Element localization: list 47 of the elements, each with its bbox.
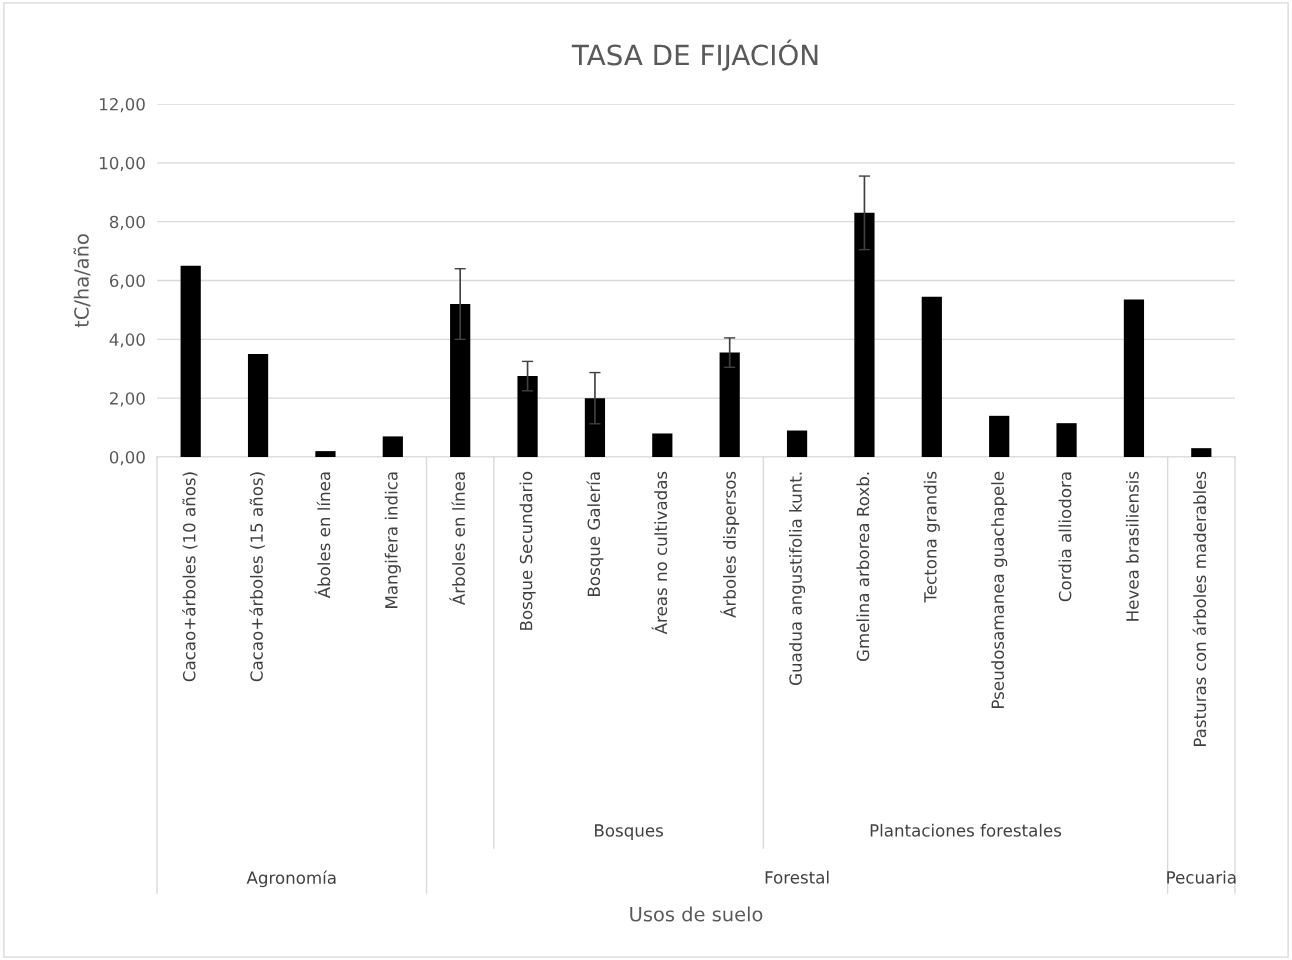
bar bbox=[1056, 423, 1077, 457]
text: Forestal bbox=[765, 870, 829, 884]
chart-title: TASA DE FIJACIÓN bbox=[571, 39, 818, 71]
text: Bosques bbox=[595, 824, 664, 840]
bar bbox=[315, 451, 336, 457]
x-tick-label: Cacao+árboles (10 años) bbox=[181, 472, 198, 682]
x-tick-label: Cacao+árboles (15 años) bbox=[249, 472, 265, 682]
text: Agronomía bbox=[246, 870, 336, 888]
x-tick-label: Tectona grandis bbox=[923, 471, 940, 603]
x-tick-label: Árboles en línea bbox=[449, 472, 466, 606]
y-tick-label: 8,00 bbox=[109, 215, 145, 230]
bar bbox=[180, 265, 201, 457]
bar bbox=[450, 304, 471, 457]
x-tick-label: Bosque Galería bbox=[586, 472, 604, 596]
y-tick-label: 4,00 bbox=[109, 333, 145, 348]
bar bbox=[719, 352, 740, 457]
bar bbox=[1123, 299, 1145, 457]
x-tick-label: Mangifera indica bbox=[384, 472, 401, 608]
bar bbox=[921, 296, 942, 457]
x-tick-label: Gmelina arborea Roxb. bbox=[856, 472, 870, 662]
bar bbox=[786, 430, 808, 457]
y-axis-title: tC/ha/año bbox=[73, 234, 91, 328]
bar bbox=[517, 376, 538, 457]
text: Plantaciones forestales bbox=[870, 823, 1062, 837]
x-tick-label: Hevea brasiliensis bbox=[1125, 471, 1139, 621]
bar bbox=[247, 354, 269, 457]
bar bbox=[1191, 448, 1212, 457]
x-tick-label: Bosque Secundario bbox=[519, 471, 536, 630]
bar bbox=[989, 415, 1010, 457]
y-tick-label: 10,00 bbox=[100, 156, 145, 172]
x-tick-label: Guadua angustifolia kunt. bbox=[789, 472, 806, 685]
y-tick-label: 6,00 bbox=[109, 274, 145, 289]
x-tick-label: Pasturas con árboles maderables bbox=[1192, 471, 1207, 747]
y-tick-label: 12,00 bbox=[100, 97, 145, 113]
y-tick-label: 2,00 bbox=[110, 392, 145, 407]
bar bbox=[854, 212, 875, 457]
x-tick-label: Cordia alliodora bbox=[1058, 472, 1072, 602]
text: Pecuaria bbox=[1167, 870, 1236, 884]
bar bbox=[652, 433, 673, 457]
y-tick-label: 0,00 bbox=[109, 450, 145, 466]
x-tick-label: Áboles en línea bbox=[314, 472, 331, 599]
x-tick-label: Árboles dispersos bbox=[720, 471, 740, 618]
bar bbox=[382, 436, 403, 457]
text: Usos de suelo bbox=[630, 906, 763, 922]
x-tick-label: Áreas no cultivadas bbox=[651, 471, 668, 635]
bar bbox=[584, 398, 606, 457]
x-tick-label: Pseudosamanea guachapele bbox=[991, 471, 1008, 708]
